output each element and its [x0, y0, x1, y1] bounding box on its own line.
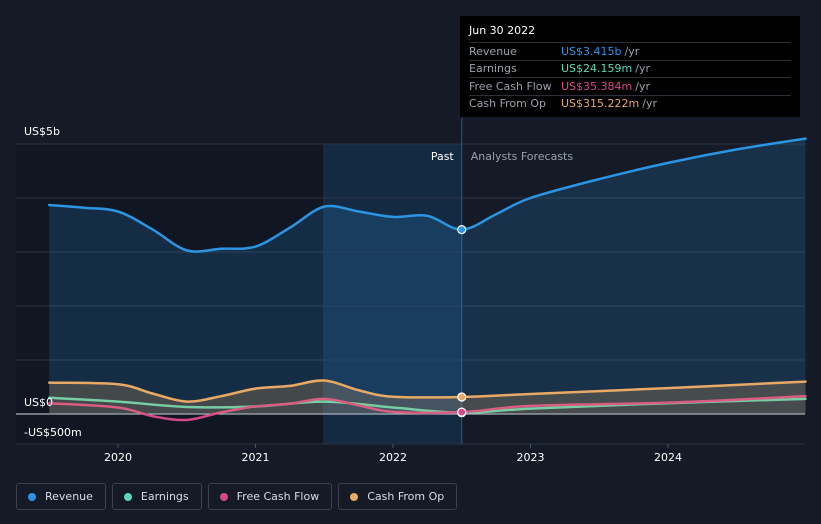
tooltip-row-free-cash-flow: Free Cash Flow US$35.384m /yr: [469, 77, 791, 95]
tooltip-row-cash-from-op: Cash From Op US$315.222m /yr: [469, 94, 791, 113]
tooltip-label: Earnings: [469, 62, 517, 76]
legend-label: Free Cash Flow: [236, 490, 320, 503]
tooltip-unit: /yr: [635, 79, 650, 93]
legend-item-cash-from-op[interactable]: Cash From Op: [338, 483, 458, 510]
forecast-label: Analysts Forecasts: [471, 150, 574, 163]
tooltip-value: US$315.222m: [561, 97, 640, 111]
tooltip-unit: /yr: [624, 44, 640, 58]
legend: Revenue Earnings Free Cash Flow Cash Fro…: [16, 483, 458, 510]
highlight-band: [323, 144, 462, 444]
x-tick-label: 2020: [104, 451, 132, 464]
cash-from-op-area: [49, 380, 806, 414]
tooltip-value: US$3.415b: [561, 44, 622, 58]
legend-label: Revenue: [45, 490, 93, 503]
cash-from-op-marker: [457, 392, 467, 402]
legend-item-revenue[interactable]: Revenue: [16, 483, 106, 510]
tooltip-value: US$35.384m: [561, 79, 633, 93]
legend-item-earnings[interactable]: Earnings: [111, 483, 202, 510]
legend-label: Cash From Op: [367, 490, 445, 503]
x-tick-label: 2024: [654, 451, 682, 464]
x-tick-label: 2022: [379, 451, 407, 464]
cash-from-op-line: [48, 379, 807, 403]
legend-item-free-cash-flow[interactable]: Free Cash Flow: [207, 483, 333, 510]
past-label: Past: [431, 150, 455, 163]
free-cash-flow-line: [48, 394, 807, 422]
x-tick-label: 2021: [242, 451, 270, 464]
tooltip-row-revenue: Revenue US$3.415b /yr: [469, 42, 791, 60]
revenue-line: [48, 137, 807, 253]
tooltip-label: Free Cash Flow: [469, 79, 552, 93]
tooltip-unit: /yr: [642, 97, 657, 111]
x-tick-label: 2023: [517, 451, 545, 464]
tooltip-value: US$24.159m: [561, 62, 633, 76]
tooltip-row-earnings: Earnings US$24.159m /yr: [469, 59, 791, 78]
legend-dot-icon: [123, 492, 132, 501]
y-tick-label: US$5b: [24, 125, 60, 138]
tooltip-date: Jun 30 2022: [469, 24, 536, 37]
tooltip-label: Revenue: [469, 44, 517, 58]
revenue-area: [49, 138, 806, 414]
legend-dot-icon: [350, 492, 359, 501]
revenue-marker: [457, 224, 467, 235]
free-cash-flow-marker: [457, 407, 467, 417]
tooltip: Jun 30 2022 Revenue US$3.415b /yr Earnin…: [460, 16, 800, 117]
tooltip-unit: /yr: [635, 62, 650, 76]
y-tick-label: US$0: [24, 396, 53, 409]
legend-dot-icon: [219, 492, 228, 501]
y-tick-label: -US$500m: [24, 426, 82, 439]
legend-dot-icon: [28, 492, 36, 501]
tooltip-label: Cash From Op: [469, 97, 547, 111]
legend-label: Earnings: [140, 490, 189, 503]
